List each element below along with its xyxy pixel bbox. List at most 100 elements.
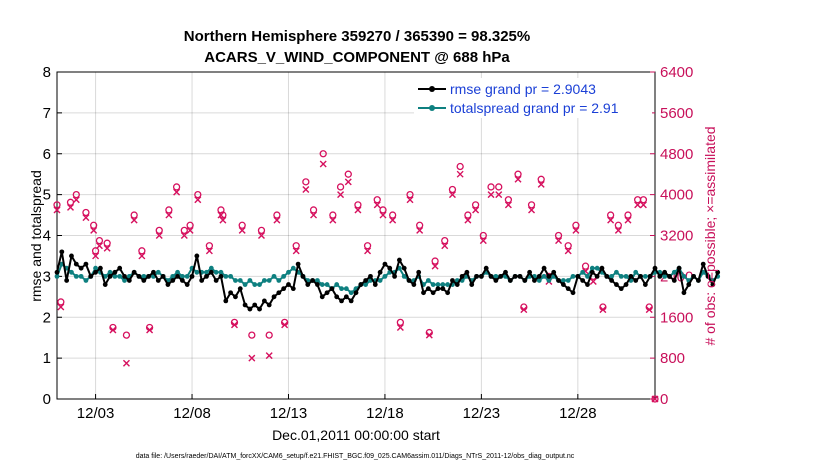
rmse-point — [233, 294, 238, 300]
rmse-point — [189, 273, 195, 279]
obs-assimilated-point — [456, 170, 464, 178]
obs-assimilated-point — [651, 395, 659, 403]
rmse-point — [228, 290, 234, 296]
rmse-point — [126, 278, 132, 283]
spread-point — [218, 269, 224, 275]
rmse-point — [623, 282, 629, 287]
obs-assimilated-stroke — [248, 354, 256, 362]
rmse-point — [170, 278, 176, 283]
rmse-point — [705, 273, 711, 279]
spread-point — [623, 273, 629, 279]
obs-possible-point — [651, 395, 659, 403]
spread-point — [233, 278, 238, 283]
spread-point — [54, 273, 60, 279]
rmse-point — [184, 282, 190, 287]
obs-assimilated-stroke — [514, 175, 522, 183]
obs-assimilated-point — [589, 277, 597, 285]
obs-assimilated-stroke — [217, 211, 225, 219]
rmse-point — [638, 273, 643, 279]
legend-rmse-label: rmse grand pr = 2.9043 — [450, 81, 596, 97]
obs-possible-point — [155, 226, 163, 235]
rmse-point — [136, 273, 142, 279]
obs-possible-point — [72, 190, 80, 199]
obs-possible-point — [606, 211, 615, 219]
y-tick-left-label: 0 — [43, 391, 51, 408]
spread-point — [286, 269, 291, 275]
obs-possible-point — [373, 196, 381, 204]
rmse-point — [594, 273, 600, 279]
obs-assimilated-stroke — [406, 196, 414, 204]
obs-assimilated-stroke — [456, 170, 464, 178]
rmse-point — [445, 290, 451, 296]
spread-point — [266, 278, 272, 283]
rmse-point — [204, 273, 209, 279]
spread-point — [261, 278, 267, 283]
obs-possible-point — [479, 231, 487, 240]
obs-possible-point — [53, 201, 61, 209]
rmse-point — [155, 278, 161, 283]
obs-assimilated-point — [572, 226, 580, 234]
rmse-point — [459, 273, 465, 279]
y-axis-label: rmse and totalspread — [28, 170, 44, 302]
rmse-point — [199, 278, 205, 283]
obs-assimilated-point — [555, 237, 563, 245]
rmse-point — [681, 290, 687, 296]
y-tick-right-label: 1600 — [660, 309, 693, 326]
rmse-point — [425, 286, 431, 292]
y-axis-right-label: # of obs: o=possible; ×=assimilated — [702, 126, 718, 345]
obs-assimilated-stroke — [67, 203, 74, 211]
rmse-point — [208, 269, 214, 275]
obs-assimilated-point — [425, 331, 433, 339]
spread-point — [112, 273, 118, 279]
obs-possible-point — [165, 206, 173, 214]
rmse-point — [372, 282, 378, 287]
obs-possible-point — [537, 175, 545, 183]
rmse-point — [478, 273, 484, 279]
obs-assimilated-stroke — [354, 206, 362, 214]
obs-assimilated-stroke — [138, 252, 146, 260]
rmse-point — [411, 282, 417, 287]
obs-possible-point — [379, 206, 387, 214]
rmse-point — [483, 265, 489, 271]
obs-assimilated-stroke — [273, 216, 281, 224]
y-tick-right-label: 5600 — [660, 105, 693, 122]
rmse-point — [560, 282, 566, 287]
spread-point — [435, 282, 441, 287]
x-tick-label: 12/23 — [463, 405, 501, 422]
obs-assimilated-point — [165, 211, 173, 219]
obs-assimilated-point — [514, 175, 522, 183]
obs-possible-point — [172, 183, 181, 191]
obs-possible-point — [471, 201, 480, 209]
spread-point — [204, 269, 209, 275]
obs-possible-point — [564, 242, 572, 250]
rmse-point — [696, 278, 701, 283]
spread-point — [175, 269, 180, 275]
obs-assimilated-point — [292, 247, 300, 255]
rmse-point — [151, 269, 156, 275]
spread-point — [242, 282, 248, 287]
spread-point — [493, 273, 499, 279]
rmse-point — [599, 265, 605, 271]
spread-point — [377, 278, 383, 283]
obs-possible-point — [344, 170, 352, 178]
spread-point — [580, 269, 586, 275]
spread-point — [681, 273, 687, 279]
spread-point — [570, 273, 576, 279]
obs-possible-point — [186, 221, 194, 229]
legend-spread-marker — [429, 105, 435, 111]
obs-assimilated-stroke — [194, 196, 202, 204]
rmse-point — [522, 278, 528, 283]
obs-assimilated-point — [639, 201, 647, 209]
spread-point — [445, 282, 451, 287]
rmse-point — [503, 269, 508, 275]
obs-possible-point — [581, 262, 590, 270]
y-tick-left-label: 1 — [43, 350, 51, 367]
obs-assimilated-stroke — [537, 180, 545, 188]
obs-assimilated-point — [302, 186, 310, 194]
obs-assimilated-point — [337, 191, 345, 199]
line-series — [54, 249, 721, 312]
spread-point — [290, 265, 296, 271]
rmse-point — [131, 269, 137, 275]
obs-possible-point — [238, 221, 246, 229]
y-tick-left-label: 5 — [43, 187, 51, 204]
